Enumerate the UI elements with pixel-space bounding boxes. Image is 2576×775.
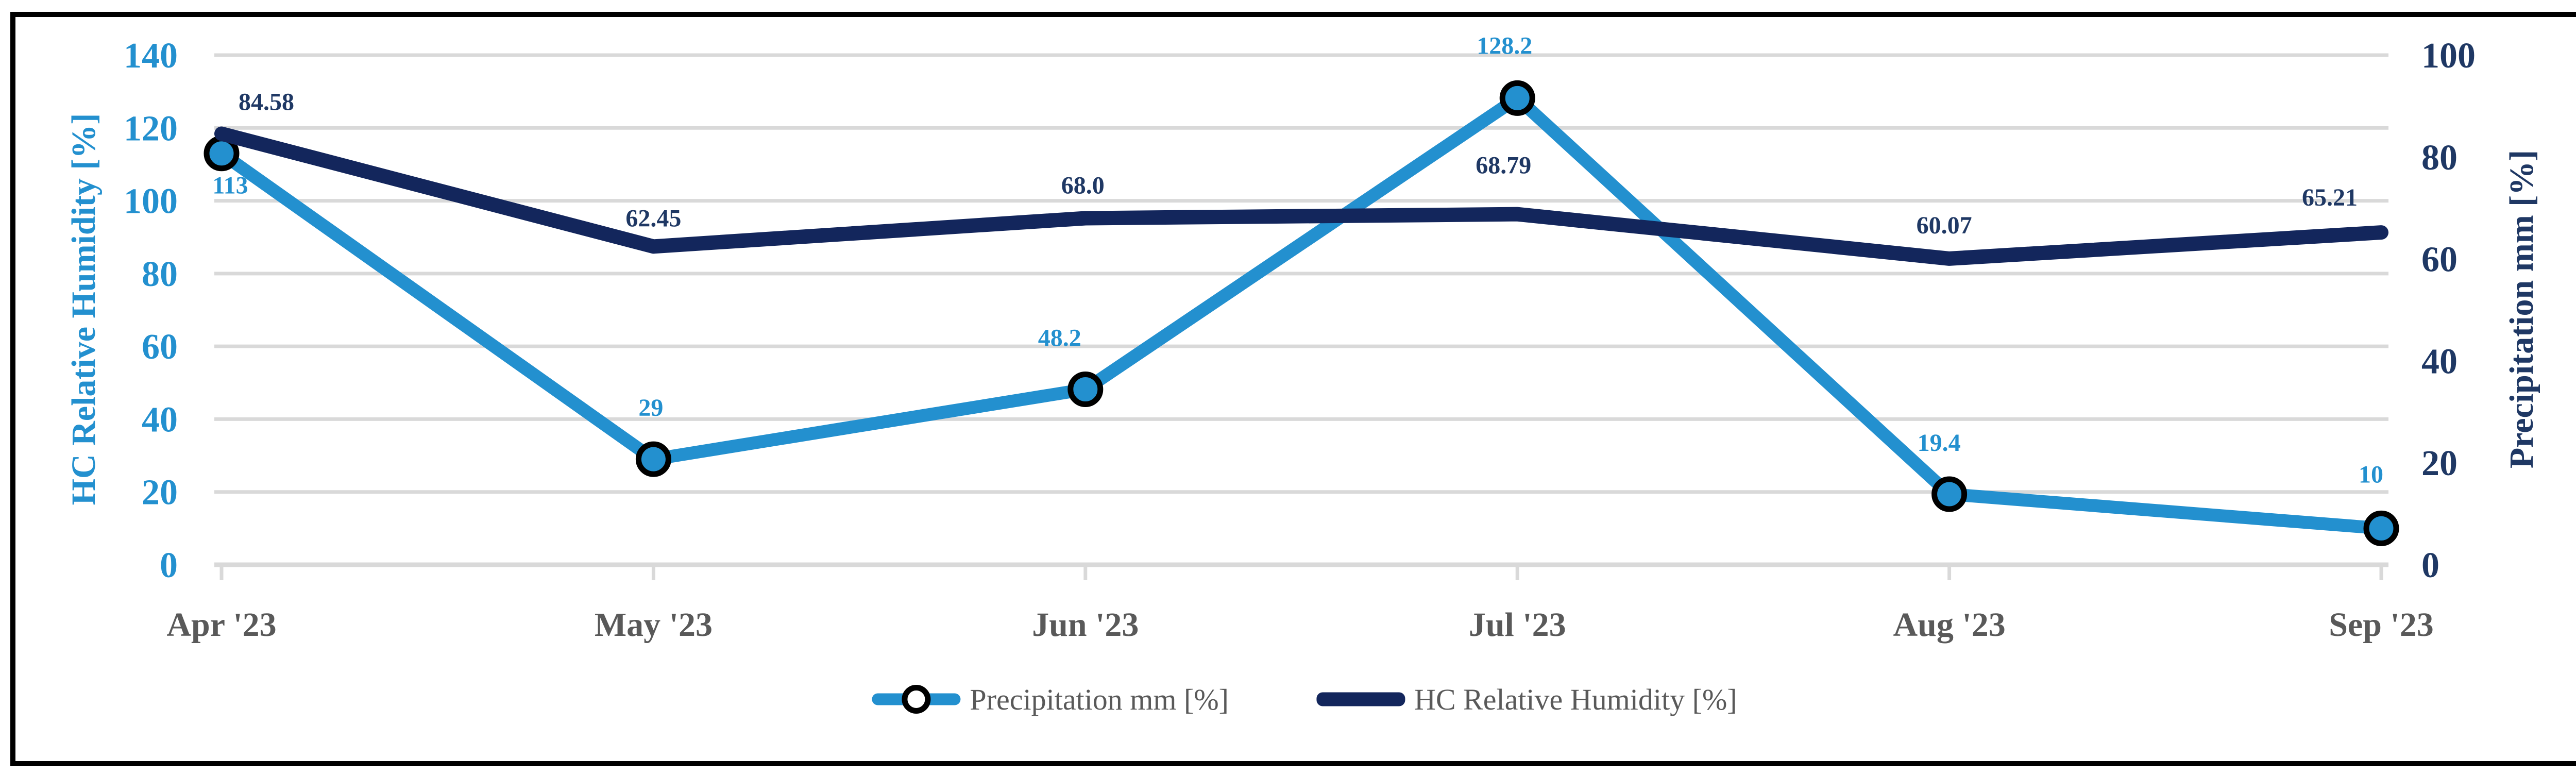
data-label: 60.07: [1917, 212, 1972, 239]
series-line-1: [214, 126, 2388, 266]
data-labels: 113 29 48.2 128.2 19.4 10 84.58 62.45 68.0 68.79 6…: [212, 32, 2383, 488]
right-tick-label: 20: [2421, 444, 2458, 483]
legend-item-precipitation: Precipitation mm [%]: [872, 681, 1229, 717]
gridlines: [214, 53, 2388, 494]
left-axis-title: HC Relative Humidity [%]: [65, 113, 103, 506]
right-tick-label: 100: [2421, 36, 2476, 76]
legend-item-humidity: HC Relative Humidity [%]: [1316, 681, 1737, 717]
right-tick-label: 80: [2421, 138, 2458, 178]
data-label: 68.79: [1476, 152, 1531, 179]
right-tick-label: 60: [2421, 240, 2458, 280]
legend-label-humidity: HC Relative Humidity [%]: [1414, 682, 1737, 716]
left-tick-label: 100: [124, 182, 178, 222]
data-label: 48.2: [1038, 325, 1081, 352]
left-tick-label: 40: [142, 400, 178, 440]
left-tick-label: 60: [142, 327, 178, 367]
x-category-label: Jun '23: [1032, 606, 1139, 644]
data-label: 29: [638, 394, 663, 422]
humidity-legend-line: [1316, 692, 1405, 706]
data-label: 128.2: [1477, 32, 1532, 59]
right-axis-tick-labels: 0 20 40 60 80 100: [2421, 36, 2476, 585]
legend: Precipitation mm [%] HC Relative Humidit…: [872, 681, 1737, 717]
right-tick-label: 40: [2421, 342, 2458, 381]
precipitation-line-marker-icon: [872, 681, 961, 717]
data-label: 65.21: [2302, 184, 2358, 211]
left-tick-label: 80: [142, 255, 178, 294]
data-point-marker: [2363, 510, 2399, 546]
right-axis-title: Precipitation mm [%]: [2503, 149, 2540, 469]
x-axis: [214, 562, 2388, 580]
data-label: 62.45: [625, 205, 681, 232]
legend-label-precipitation: Precipitation mm [%]: [970, 682, 1229, 716]
x-category-label: May '23: [595, 606, 713, 644]
data-label: 113: [212, 172, 248, 199]
circle-marker-icon: [902, 685, 931, 714]
right-tick-label: 0: [2421, 546, 2439, 585]
data-point-marker: [1499, 80, 1535, 116]
left-axis-tick-labels: 0 20 40 60 80 100 120 140: [124, 36, 178, 585]
x-category-label: Jul '23: [1469, 606, 1566, 644]
data-label: 84.58: [239, 89, 294, 116]
x-axis-category-labels: Apr '23 May '23 Jun '23 Jul '23 Aug '23 Sep '…: [166, 606, 2433, 644]
left-tick-label: 0: [160, 546, 178, 585]
data-label: 68.0: [1061, 172, 1105, 199]
data-label: 19.4: [1918, 429, 1961, 457]
data-series: [204, 80, 2399, 546]
humidity-line-icon: [1316, 681, 1405, 717]
x-category-label: Aug '23: [1893, 606, 2005, 644]
x-category-label: Apr '23: [166, 606, 276, 644]
left-tick-label: 120: [124, 109, 178, 148]
left-tick-label: 20: [142, 473, 178, 513]
data-point-marker: [1067, 372, 1104, 408]
series-line-0: [215, 91, 2388, 535]
left-tick-label: 140: [124, 36, 178, 76]
data-point-marker: [635, 441, 671, 477]
data-point-marker: [1931, 476, 1968, 512]
data-label: 10: [2359, 461, 2383, 488]
x-category-label: Sep '23: [2329, 606, 2434, 644]
